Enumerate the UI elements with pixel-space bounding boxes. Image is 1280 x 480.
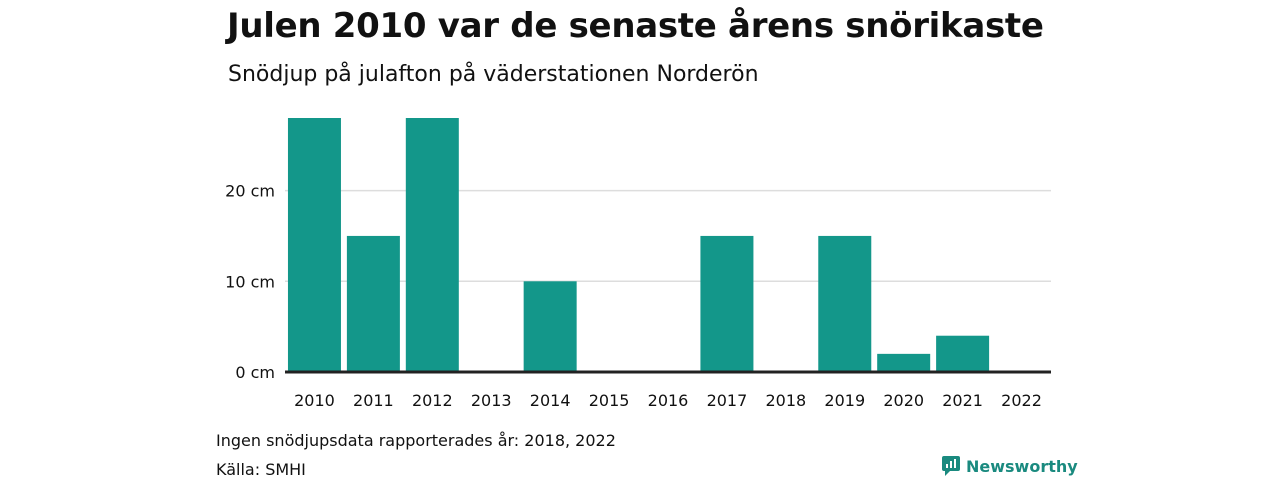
bar (287, 118, 341, 372)
x-tick-label: 2017 (707, 391, 748, 410)
x-tick-label: 2010 (294, 391, 335, 410)
y-tick-label: 20 cm (225, 182, 275, 201)
source-label: Källa: SMHI (216, 460, 306, 479)
bar (818, 235, 872, 372)
bar (405, 118, 459, 372)
bars (287, 118, 990, 372)
x-tick-label: 2019 (824, 391, 865, 410)
bar (523, 281, 577, 372)
tick-labels: 0 cm 10 cm 20 cm 2010 2011 2012 2013 2014 2015 20… (225, 182, 1042, 410)
x-tick-label: 2020 (883, 391, 924, 410)
x-tick-label: 2022 (1001, 391, 1042, 410)
brand-logo: Newsworthy (942, 456, 1078, 476)
x-tick-label: 2018 (765, 391, 806, 410)
bar (700, 235, 754, 372)
bar (936, 335, 990, 372)
x-tick-label: 2013 (471, 391, 512, 410)
x-tick-label: 2011 (353, 391, 394, 410)
bar (877, 353, 931, 372)
chart-title: Julen 2010 var de senaste årens snörikas… (227, 6, 1044, 46)
grid-lines (285, 189, 1051, 283)
bar (346, 235, 400, 372)
chat-chart-icon (942, 456, 960, 476)
y-tick-label: 10 cm (225, 272, 275, 291)
x-tick-label: 2012 (412, 391, 453, 410)
brand-name: Newsworthy (966, 456, 1078, 476)
x-tick-label: 2015 (589, 391, 630, 410)
missing-data-note: Ingen snödjupsdata rapporterades år: 201… (216, 431, 616, 450)
y-tick-label: 0 cm (235, 363, 275, 382)
x-tick-label: 2016 (648, 391, 689, 410)
x-tick-label: 2021 (942, 391, 983, 410)
chart-subtitle: Snödjup på julafton på väderstationen No… (228, 62, 759, 87)
x-tick-label: 2014 (530, 391, 571, 410)
bar-chart: 0 cm 10 cm 20 cm 2010 2011 2012 2013 2014 2015 20… (225, 118, 1051, 410)
